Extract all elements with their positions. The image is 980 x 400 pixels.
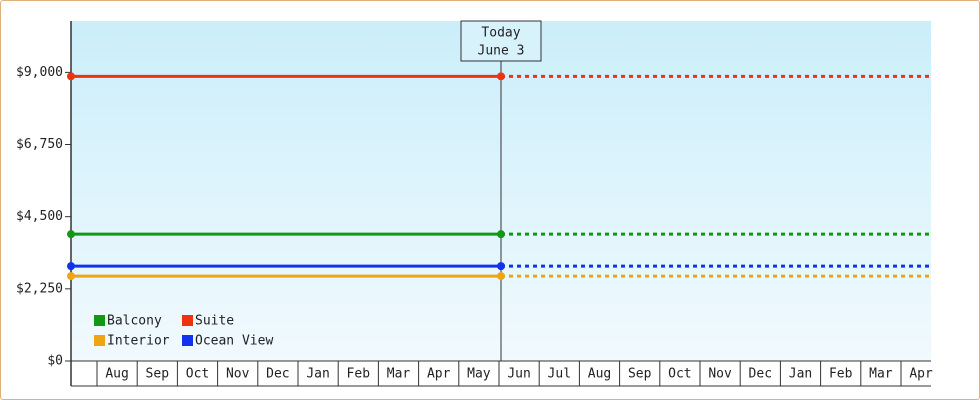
today-box	[460, 20, 542, 62]
x-tick-label: Jan	[789, 367, 812, 382]
legend-swatch	[94, 315, 105, 326]
point	[67, 262, 75, 271]
x-tick-label: Feb	[829, 367, 853, 382]
legend-label: Suite	[195, 314, 234, 329]
x-tick-label: Mar	[869, 367, 893, 382]
legend-label: Ocean View	[195, 334, 273, 349]
x-tick-label: Apr	[909, 367, 933, 382]
x-tick-label: Aug	[588, 367, 611, 382]
legend-swatch	[182, 335, 193, 346]
x-tick-label: Sep	[628, 367, 652, 382]
point	[67, 230, 75, 239]
point	[497, 72, 505, 81]
x-tick-label: May	[467, 367, 491, 382]
y-tick-label: $4,500	[16, 209, 63, 224]
x-tick-label: Oct	[668, 367, 691, 382]
x-tick-label: Nov	[708, 367, 732, 382]
x-tick-label: Feb	[347, 367, 371, 382]
y-tick-label: $0	[47, 354, 63, 369]
legend-label: Balcony	[107, 314, 162, 329]
legend-swatch	[182, 315, 193, 326]
x-tick-label: Aug	[105, 367, 128, 382]
x-tick-label: Mar	[387, 367, 411, 382]
x-tick-label: Oct	[186, 367, 209, 382]
point	[497, 230, 505, 239]
y-tick-label: $9,000	[16, 65, 63, 80]
x-tick-label: Nov	[226, 367, 250, 382]
x-tick-label: Sep	[146, 367, 170, 382]
point	[67, 72, 75, 81]
point	[67, 272, 75, 281]
legend-label: Interior	[107, 334, 170, 349]
x-tick-label: Jul	[548, 367, 571, 382]
x-tick-label: Jan	[306, 367, 329, 382]
x-tick-label: Dec	[749, 367, 772, 382]
y-tick-label: $6,750	[16, 137, 63, 152]
today-label: June 3	[478, 44, 525, 59]
x-tick-label: Apr	[427, 367, 451, 382]
x-tick-label: Jun	[507, 367, 530, 382]
x-tick-label: Dec	[266, 367, 289, 382]
point	[497, 272, 505, 281]
point	[497, 262, 505, 271]
today-label: Today	[481, 26, 520, 41]
legend-swatch	[94, 335, 105, 346]
y-tick-label: $2,250	[16, 281, 63, 296]
